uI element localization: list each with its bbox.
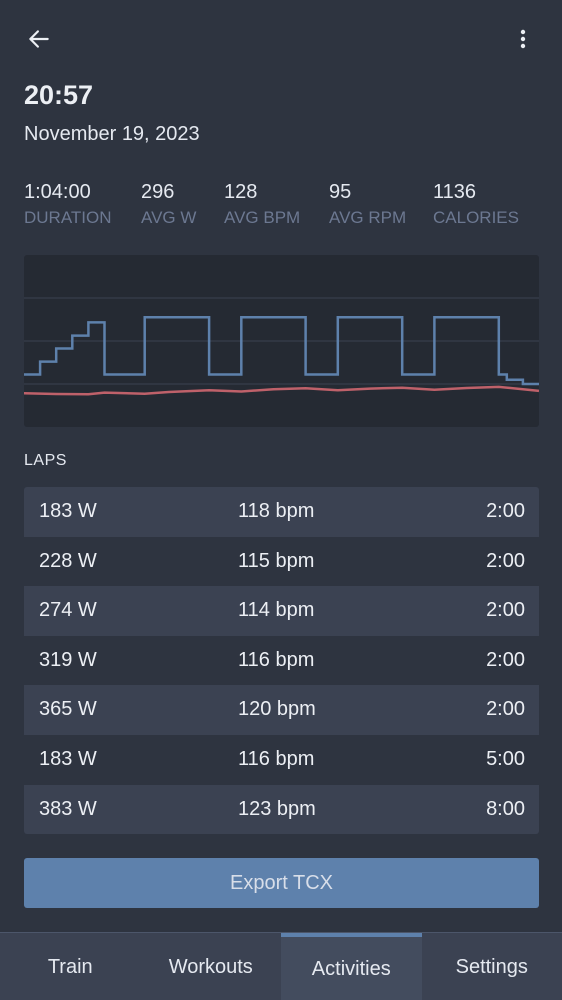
laps-table: 183 W 118 bpm 2:00 228 W 115 bpm 2:00 27…: [24, 487, 539, 835]
stat-avg-watts: 296 AVG W: [141, 180, 196, 232]
tab-activities[interactable]: Activities: [281, 933, 422, 1000]
more-vertical-icon: [520, 29, 526, 49]
lap-power: 383 W: [39, 797, 97, 820]
stat-value: 95: [329, 181, 352, 203]
lap-power: 183 W: [39, 500, 97, 522]
stat-value: 1:04:00: [24, 181, 91, 203]
stat-duration: 1:04:00 DURATION: [24, 180, 112, 232]
laps-title: LAPS: [24, 452, 67, 469]
stat-avg-rpm: 95 AVG RPM: [329, 180, 406, 232]
stat-label: AVG BPM: [224, 208, 301, 227]
activity-date: November 19, 2023: [24, 123, 200, 145]
lap-row: 183 W 116 bpm 5:00: [24, 734, 539, 785]
lap-duration: 2:00: [486, 549, 525, 572]
stat-label: AVG W: [141, 208, 197, 227]
back-button[interactable]: [19, 19, 59, 59]
lap-row: 228 W 115 bpm 2:00: [24, 536, 539, 587]
stat-avg-bpm: 128 AVG BPM: [224, 180, 300, 232]
lap-power: 228 W: [39, 549, 97, 572]
chart-svg: [24, 297, 539, 396]
lap-heart-rate: 116 bpm: [238, 747, 315, 770]
lap-duration: 2:00: [486, 698, 525, 721]
lap-row: 274 W 114 bpm 2:00: [24, 586, 539, 636]
lap-duration: 2:00: [486, 648, 525, 671]
lap-duration: 8:00: [486, 797, 525, 820]
lap-heart-rate: 115 bpm: [238, 549, 315, 572]
lap-heart-rate: 114 bpm: [238, 599, 315, 622]
lap-heart-rate: 116 bpm: [238, 648, 315, 671]
lap-duration: 5:00: [486, 747, 525, 770]
more-options-button[interactable]: [503, 19, 543, 59]
lap-duration: 2:00: [486, 599, 525, 622]
lap-row: 365 W 120 bpm 2:00: [24, 685, 539, 735]
lap-duration: 2:00: [486, 500, 525, 522]
power-series-line: [24, 315, 539, 386]
arrow-left-icon: [29, 30, 49, 48]
lap-heart-rate: 118 bpm: [238, 500, 315, 522]
lap-heart-rate: 123 bpm: [238, 797, 316, 820]
stat-label: AVG RPM: [329, 208, 407, 227]
stat-value: 128: [224, 181, 258, 203]
activity-time: 20:57: [24, 80, 94, 110]
lap-power: 274 W: [39, 599, 97, 622]
heart-rate-series-line: [24, 385, 539, 396]
stat-label: DURATION: [24, 208, 112, 227]
stat-value: 1136: [433, 181, 477, 203]
stat-label: CALORIES: [433, 208, 519, 227]
lap-row: 319 W 116 bpm 2:00: [24, 635, 539, 686]
top-bar: [0, 0, 562, 78]
lap-power: 183 W: [39, 747, 97, 770]
lap-row: 183 W 118 bpm 2:00: [24, 487, 539, 537]
tab-workouts[interactable]: Workouts: [168, 955, 253, 978]
tab-settings[interactable]: Settings: [455, 955, 528, 978]
lap-power: 319 W: [39, 648, 97, 671]
lap-heart-rate: 120 bpm: [238, 698, 316, 721]
lap-row: 383 W 123 bpm 8:00: [24, 784, 539, 835]
tab-train[interactable]: Train: [47, 955, 93, 978]
lap-power: 365 W: [39, 698, 97, 721]
export-tcx-button[interactable]: Export TCX: [24, 858, 539, 908]
bottom-tab-bar: Train Workouts Activities Settings: [0, 932, 562, 1000]
summary-stats: 1:04:00 DURATION 296 AVG W 128 AVG BPM 9…: [24, 180, 544, 230]
activity-chart: [24, 255, 539, 427]
stat-value: 296: [141, 181, 175, 203]
stat-calories: 1136 CALORIES: [433, 180, 519, 232]
